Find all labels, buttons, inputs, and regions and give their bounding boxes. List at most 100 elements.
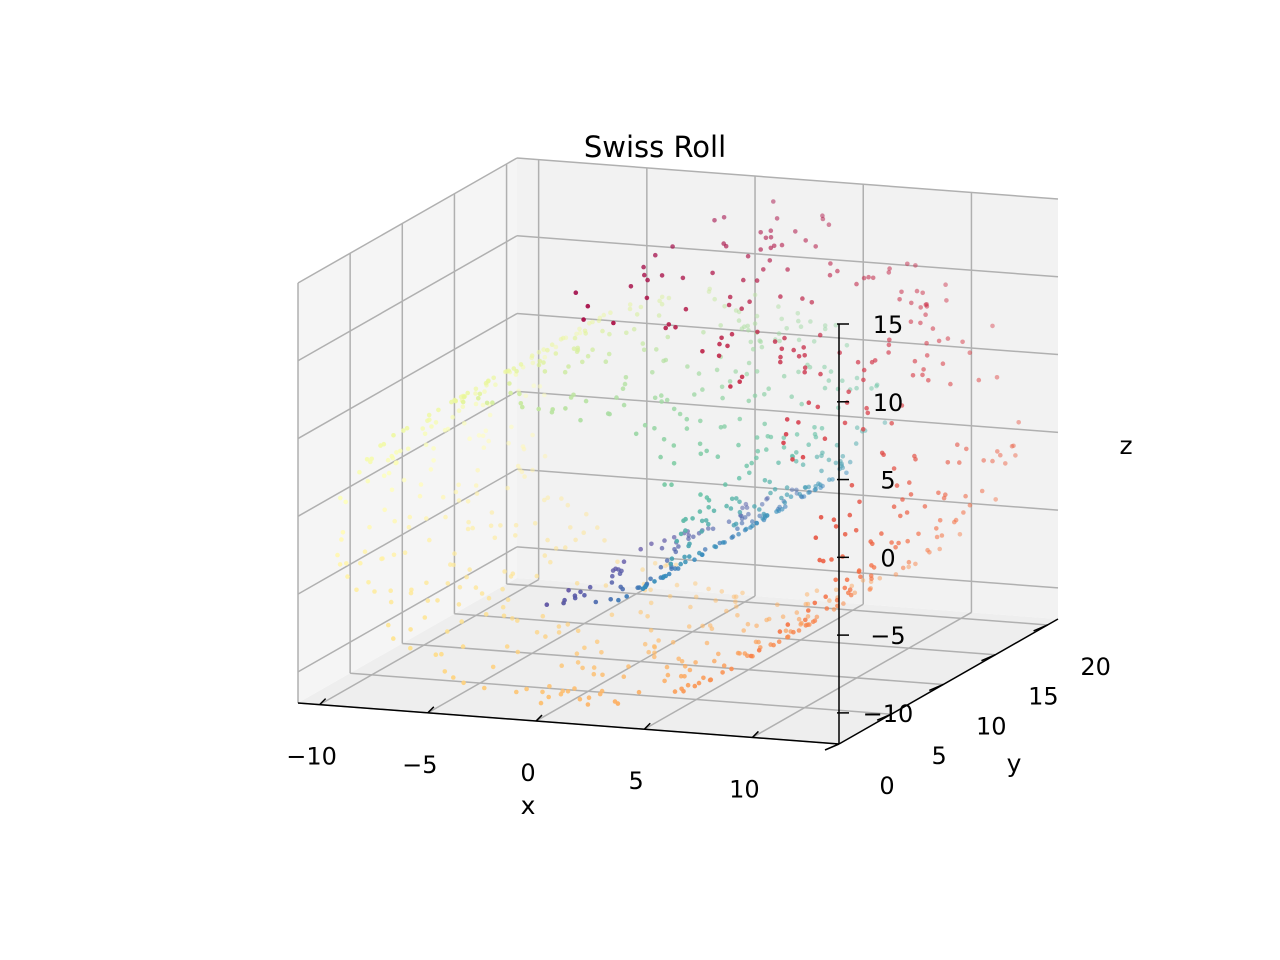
scatter-point [952, 519, 957, 525]
scatter-point [692, 683, 698, 689]
scatter-point [459, 619, 465, 624]
scatter-point [697, 441, 703, 447]
scatter-point [659, 273, 665, 278]
scatter-point [767, 258, 773, 263]
scatter-point [522, 474, 527, 479]
grid-line-x-floor [319, 578, 540, 706]
scatter-point [540, 689, 545, 695]
scatter-point [847, 512, 853, 518]
scatter-point [806, 442, 811, 448]
x-tick-mark [643, 722, 651, 730]
scatter-point [671, 535, 677, 540]
scatter-point [659, 399, 664, 404]
scatter-point [685, 682, 691, 688]
scatter-point [473, 401, 479, 407]
scatter-point [828, 369, 834, 374]
scatter-point [776, 331, 782, 336]
scatter-point [700, 349, 705, 354]
grid-line-x-floor [752, 611, 972, 739]
scatter-point [899, 403, 905, 408]
scatter-point [796, 369, 801, 375]
scatter-point [822, 385, 828, 391]
scatter-point [445, 629, 450, 634]
scatter-point [771, 642, 776, 648]
scatter-point [861, 377, 866, 383]
scatter-point [652, 579, 657, 584]
scatter-point [819, 426, 825, 431]
scatter-point [378, 443, 383, 448]
scatter-point [701, 675, 706, 681]
scatter-point [556, 630, 562, 635]
scatter-point [339, 537, 344, 542]
scatter-point [776, 304, 781, 309]
grid-line-z-left [297, 390, 518, 517]
scatter-point [727, 379, 733, 384]
scatter-point [586, 695, 592, 700]
scatter-point [960, 339, 965, 345]
scatter-point [366, 580, 371, 585]
scatter-point [833, 587, 839, 593]
scatter-point [860, 578, 866, 583]
x-tick-label: −5 [402, 751, 437, 779]
z-tick-label: −10 [863, 700, 914, 728]
scatter-point [891, 504, 897, 510]
scatter-point [772, 487, 778, 492]
scatter-point [620, 586, 625, 592]
scatter-point [914, 288, 920, 294]
scatter-point [594, 639, 600, 645]
scatter-point [804, 592, 810, 597]
scatter-point [703, 518, 709, 523]
scatter-point [805, 614, 811, 619]
scatter-point [652, 395, 658, 401]
scatter-point [940, 361, 946, 367]
scatter-point [756, 648, 762, 653]
scatter-point [784, 326, 789, 331]
scatter-point [473, 585, 479, 590]
scatter-point [575, 628, 581, 634]
floor-pane [298, 578, 1058, 744]
scatter-point [784, 485, 790, 490]
scatter-point [706, 505, 711, 510]
scatter-point [710, 270, 715, 276]
scatter-point [967, 502, 973, 508]
scatter-point [723, 482, 728, 487]
scatter-point [869, 386, 874, 391]
scatter-point [948, 381, 953, 387]
scatter-point [783, 628, 789, 634]
scatter-point [597, 691, 603, 697]
scatter-point [720, 540, 726, 545]
scatter-point [736, 318, 742, 323]
scatter-point [571, 346, 577, 352]
scatter-point [812, 600, 818, 606]
scatter-point [540, 613, 546, 619]
scatter-point [779, 316, 784, 322]
scatter-point [748, 339, 754, 345]
scatter-point [707, 677, 713, 683]
scatter-point [488, 523, 494, 529]
scatter-point [365, 478, 371, 484]
scatter-point [711, 508, 717, 514]
scatter-point [457, 584, 463, 590]
scatter-point [509, 424, 514, 430]
scatter-point [659, 301, 665, 307]
scatter-point [641, 347, 647, 353]
scatter-point [743, 526, 749, 532]
scatter-point [675, 566, 681, 571]
scatter-point [644, 295, 650, 301]
scatter-point [518, 362, 524, 367]
scatter-point [652, 561, 658, 566]
scatter-point [912, 453, 917, 459]
scatter-point [601, 312, 607, 318]
scatter-point [676, 544, 681, 549]
scatter-point [626, 664, 631, 669]
scatter-point [422, 615, 428, 620]
scatter-point [817, 557, 822, 563]
scatter-point [624, 594, 629, 599]
scatter-point [608, 597, 613, 602]
scatter-point [775, 602, 780, 607]
scatter-point [436, 407, 441, 413]
scatter-point [407, 514, 413, 520]
scatter-point [934, 534, 940, 540]
scatter-point [937, 546, 942, 552]
scatter-point [693, 581, 698, 586]
